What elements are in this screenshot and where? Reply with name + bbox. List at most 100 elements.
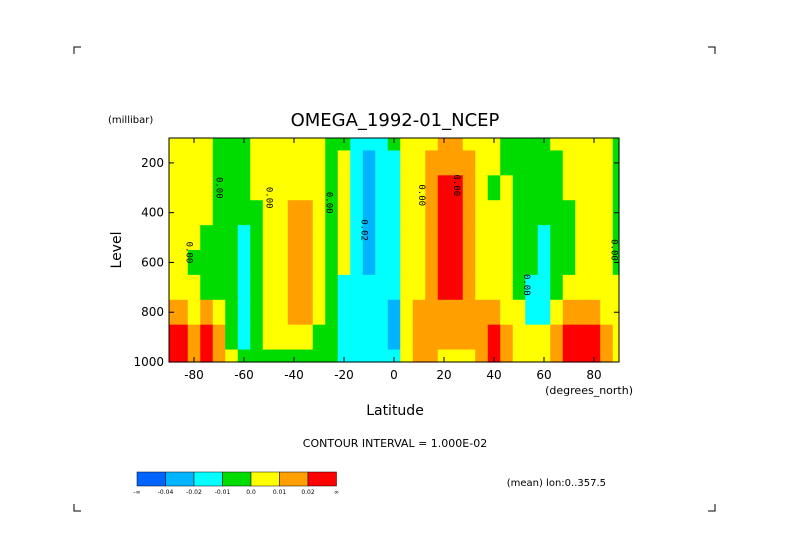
heatmap-cell — [437, 299, 451, 326]
heatmap-cell — [487, 175, 501, 201]
heatmap-cell — [300, 200, 314, 226]
heatmap-cell — [400, 225, 414, 251]
heatmap-cell — [412, 200, 426, 226]
heatmap-cell — [412, 324, 426, 351]
heatmap-cell — [287, 150, 301, 176]
heatmap-cell — [169, 225, 176, 251]
heatmap-cell — [237, 225, 251, 251]
heatmap-cell — [575, 299, 589, 326]
heatmap-cell — [325, 274, 339, 301]
heatmap-cell — [387, 200, 401, 226]
heatmap-cell — [375, 274, 389, 301]
heatmap-cell — [287, 138, 301, 152]
heatmap-cell — [200, 349, 214, 363]
heatmap-cell — [175, 274, 189, 301]
heatmap-cell — [487, 274, 501, 301]
x-tick-label: 20 — [436, 368, 451, 382]
heatmap-cell — [487, 200, 501, 226]
mean-lon-text: (mean) lon:0..357.5 — [507, 478, 606, 489]
heatmap-cell — [550, 200, 564, 226]
heatmap-cell — [562, 225, 576, 251]
heatmap-cell — [537, 274, 551, 301]
heatmap-cell — [612, 138, 620, 152]
heatmap-cell — [525, 349, 539, 363]
heatmap-cell — [212, 200, 226, 226]
colorbar: -∞ -0.04 -0.02 -0.01 0.0 0.01 0.02 ∞ — [133, 471, 339, 496]
heatmap-cell — [412, 250, 426, 276]
heatmap-cell — [275, 349, 289, 363]
heatmap-cell — [475, 175, 489, 201]
heatmap-cell — [500, 349, 514, 363]
heatmap-cell — [500, 175, 514, 201]
heatmap-cell — [362, 200, 376, 226]
heatmap-cell — [175, 150, 189, 176]
heatmap-cell — [562, 349, 576, 363]
colorbar-swatch — [279, 471, 309, 487]
heatmap-cell — [412, 138, 426, 152]
heatmap-cell — [450, 299, 464, 326]
heatmap-cell — [425, 250, 439, 276]
heatmap-cell — [200, 225, 214, 251]
heatmap-cell — [325, 175, 339, 201]
heatmap-cell — [575, 200, 589, 226]
x-tick-label: -40 — [284, 368, 304, 382]
heatmap-cell — [412, 274, 426, 301]
heatmap-cell — [337, 175, 351, 201]
heatmap-cell — [512, 175, 526, 201]
heatmap-cell — [225, 150, 239, 176]
heatmap-cell — [287, 349, 301, 363]
heatmap-cell — [587, 299, 601, 326]
heatmap-cell — [437, 324, 451, 351]
heatmap-cell — [462, 324, 476, 351]
heatmap-cell — [487, 349, 501, 363]
heatmap-cell — [462, 349, 476, 363]
heatmap-cell — [212, 274, 226, 301]
heatmap-cell — [587, 200, 601, 226]
heatmap-cell — [475, 200, 489, 226]
heatmap-cell — [537, 138, 551, 152]
heatmap-cell — [412, 175, 426, 201]
heatmap-cell — [250, 299, 264, 326]
heatmap-cell — [350, 175, 364, 201]
heatmap-cell — [425, 175, 439, 201]
y-tick-label: 1000 — [133, 355, 164, 369]
heatmap-cell — [325, 225, 339, 251]
heatmap-cell — [350, 200, 364, 226]
heatmap-cell — [187, 175, 201, 201]
heatmap-cell — [237, 299, 251, 326]
heatmap-cell — [325, 150, 339, 176]
heatmap-cell — [262, 299, 276, 326]
heatmap-cell — [537, 299, 551, 326]
heatmap-cell — [362, 175, 376, 201]
heatmap-cell — [175, 225, 189, 251]
heatmap-cell — [387, 250, 401, 276]
contour-labels: 0.00 0.00 0.00 0.00 0.02 0.00 0.00 0.00 0.00 — [184, 174, 619, 295]
heatmap-cell — [362, 349, 376, 363]
heatmap-cell — [287, 299, 301, 326]
heatmap-cell — [225, 175, 239, 201]
heatmap-cell — [175, 138, 189, 152]
heatmap-cell — [462, 138, 476, 152]
heatmap-cell — [250, 225, 264, 251]
heatmap-cell — [487, 225, 501, 251]
heatmap-cell — [600, 225, 614, 251]
heatmap-cell — [300, 274, 314, 301]
heatmap-cells — [169, 138, 620, 363]
heatmap-cell — [275, 150, 289, 176]
colorbar-label: 0.01 — [273, 489, 287, 496]
heatmap-cell — [287, 250, 301, 276]
heatmap-cell — [487, 299, 501, 326]
heatmap-cell — [575, 324, 589, 351]
contour-label: 0.00 — [264, 187, 274, 209]
heatmap-cell — [500, 324, 514, 351]
heatmap-cell — [512, 324, 526, 351]
heatmap-cell — [450, 175, 464, 201]
x-tick-label: -80 — [184, 368, 204, 382]
heatmap-cell — [212, 299, 226, 326]
heatmap-cell — [175, 324, 189, 351]
heatmap-cell — [500, 150, 514, 176]
heatmap-cell — [500, 274, 514, 301]
heatmap-cell — [337, 299, 351, 326]
heatmap-cell — [550, 150, 564, 176]
heatmap-cell — [400, 299, 414, 326]
